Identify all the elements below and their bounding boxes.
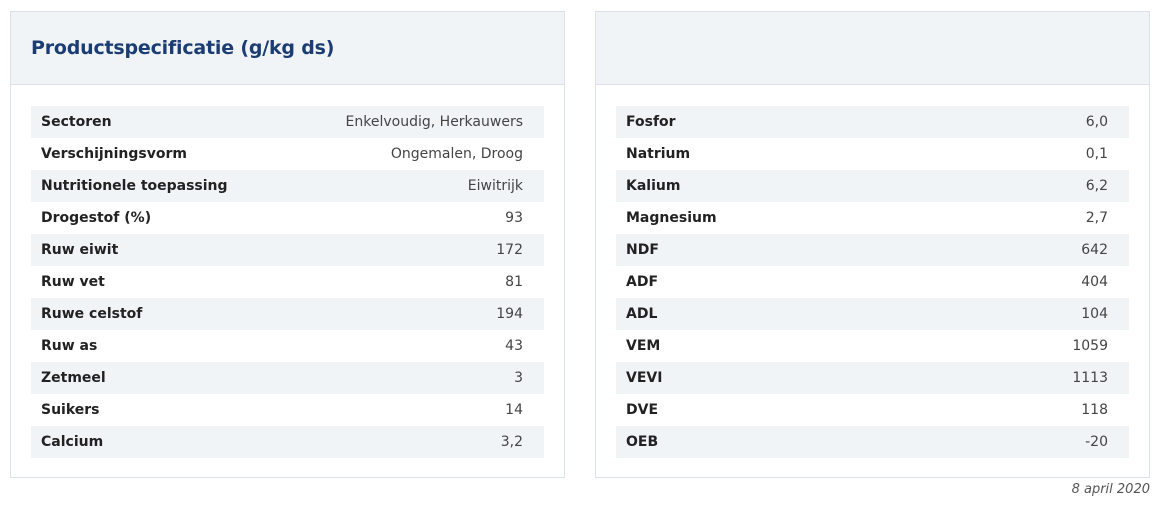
spec-value: 1113 bbox=[1072, 370, 1108, 386]
spec-label: Sectoren bbox=[41, 114, 112, 130]
spec-label: Ruw as bbox=[41, 338, 98, 354]
spec-value: 0,1 bbox=[1085, 146, 1108, 162]
spec-row: Kalium 6,2 bbox=[616, 170, 1129, 202]
spec-label: Nutritionele toepassing bbox=[41, 178, 228, 194]
spec-label: Ruw vet bbox=[41, 274, 105, 290]
spec-row: ADL 104 bbox=[616, 298, 1129, 330]
spec-value: 6,0 bbox=[1085, 114, 1108, 130]
spec-row: Calcium 3,2 bbox=[31, 426, 544, 458]
spec-label: VEM bbox=[626, 338, 661, 354]
spec-label: NDF bbox=[626, 242, 659, 258]
panel-title: Productspecificatie (g/kg ds) bbox=[31, 37, 335, 59]
spec-value: Ongemalen, Droog bbox=[390, 146, 523, 162]
spec-row: ADF 404 bbox=[616, 266, 1129, 298]
spec-row: NDF 642 bbox=[616, 234, 1129, 266]
spec-label: Magnesium bbox=[626, 210, 717, 226]
spec-row: VEVI 1113 bbox=[616, 362, 1129, 394]
spec-label: OEB bbox=[626, 434, 659, 450]
spec-label: Fosfor bbox=[626, 114, 676, 130]
spec-label: VEVI bbox=[626, 370, 663, 386]
spec-row: Ruw eiwit 172 bbox=[31, 234, 544, 266]
spec-row: Verschijningsvorm Ongemalen, Droog bbox=[31, 138, 544, 170]
footer-date: 8 april 2020 bbox=[1071, 482, 1150, 497]
spec-value: 404 bbox=[1081, 274, 1108, 290]
spec-label: ADL bbox=[626, 306, 658, 322]
spec-value: 118 bbox=[1081, 402, 1108, 418]
spec-label: ADF bbox=[626, 274, 659, 290]
spec-label: Kalium bbox=[626, 178, 681, 194]
panel-header bbox=[596, 12, 1149, 85]
spec-row: DVE 118 bbox=[616, 394, 1129, 426]
spec-row: Natrium 0,1 bbox=[616, 138, 1129, 170]
spec-row: Suikers 14 bbox=[31, 394, 544, 426]
spec-label: Natrium bbox=[626, 146, 691, 162]
spec-value: 81 bbox=[505, 274, 523, 290]
spec-label: Calcium bbox=[41, 434, 104, 450]
spec-row: Drogestof (%) 93 bbox=[31, 202, 544, 234]
spec-value: 2,7 bbox=[1085, 210, 1108, 226]
spec-row: Ruw vet 81 bbox=[31, 266, 544, 298]
spec-label: Drogestof (%) bbox=[41, 210, 152, 226]
spec-value: Enkelvoudig, Herkauwers bbox=[345, 114, 523, 130]
spec-value: 104 bbox=[1081, 306, 1108, 322]
spec-label: Verschijningsvorm bbox=[41, 146, 187, 162]
spec-label: Ruw eiwit bbox=[41, 242, 119, 258]
spec-value: 14 bbox=[505, 402, 523, 418]
spec-row: Fosfor 6,0 bbox=[616, 106, 1129, 138]
spec-row: VEM 1059 bbox=[616, 330, 1129, 362]
spec-value: 3 bbox=[514, 370, 523, 386]
spec-panel-right: Fosfor 6,0 Natrium 0,1 Kalium 6,2 Magnesium… bbox=[595, 11, 1150, 478]
spec-row: Ruwe celstof 194 bbox=[31, 298, 544, 330]
spec-table: Sectoren Enkelvoudig, Herkauwers Verschij… bbox=[31, 106, 544, 458]
spec-value: 172 bbox=[496, 242, 523, 258]
spec-table: Fosfor 6,0 Natrium 0,1 Kalium 6,2 Magnesium… bbox=[616, 106, 1129, 458]
spec-value: 3,2 bbox=[500, 434, 523, 450]
spec-value: 43 bbox=[505, 338, 523, 354]
spec-value: 1059 bbox=[1072, 338, 1108, 354]
spec-value: 6,2 bbox=[1085, 178, 1108, 194]
spec-row: Magnesium 2,7 bbox=[616, 202, 1129, 234]
spec-row: Sectoren Enkelvoudig, Herkauwers bbox=[31, 106, 544, 138]
spec-row: Zetmeel 3 bbox=[31, 362, 544, 394]
spec-value: 194 bbox=[496, 306, 523, 322]
spec-row: Nutritionele toepassing Eiwitrijk bbox=[31, 170, 544, 202]
spec-value: -20 bbox=[1085, 434, 1108, 450]
spec-value: 642 bbox=[1081, 242, 1108, 258]
spec-panel-left: Productspecificatie (g/kg ds) Sectoren En… bbox=[10, 11, 565, 478]
spec-row: Ruw as 43 bbox=[31, 330, 544, 362]
spec-value: Eiwitrijk bbox=[467, 178, 523, 194]
spec-value: 93 bbox=[505, 210, 523, 226]
spec-label: DVE bbox=[626, 402, 659, 418]
spec-label: Ruwe celstof bbox=[41, 306, 143, 322]
spec-label: Zetmeel bbox=[41, 370, 106, 386]
panel-header: Productspecificatie (g/kg ds) bbox=[11, 12, 564, 85]
spec-row: OEB -20 bbox=[616, 426, 1129, 458]
spec-label: Suikers bbox=[41, 402, 100, 418]
